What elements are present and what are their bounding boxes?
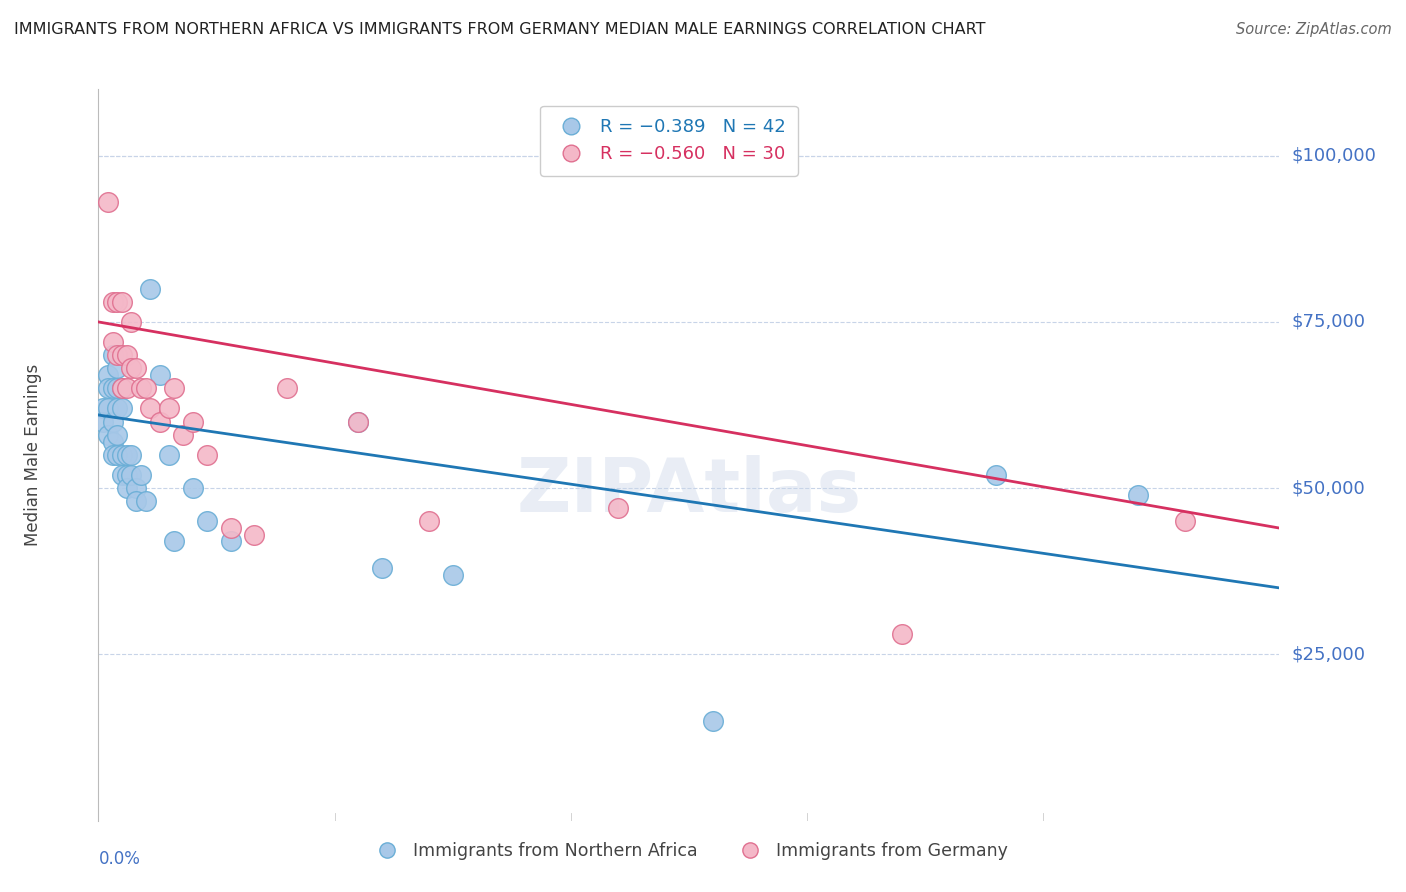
Point <box>97 368 120 383</box>
Point <box>97 401 120 416</box>
Point <box>607 501 630 516</box>
Point <box>115 348 138 362</box>
Point <box>149 415 172 429</box>
Point <box>139 282 162 296</box>
Text: $25,000: $25,000 <box>1291 646 1365 664</box>
Text: Source: ZipAtlas.com: Source: ZipAtlas.com <box>1236 22 1392 37</box>
Point <box>163 534 186 549</box>
Point <box>111 295 134 310</box>
Point <box>121 315 143 329</box>
Point <box>890 627 912 641</box>
Point <box>139 401 162 416</box>
Point <box>1126 488 1149 502</box>
Point <box>101 348 124 362</box>
Point <box>418 515 440 529</box>
Point <box>115 467 138 482</box>
Point <box>105 401 128 416</box>
Point <box>181 415 204 429</box>
Point <box>702 714 724 728</box>
Point <box>101 448 124 462</box>
Point <box>125 481 148 495</box>
Point <box>121 467 143 482</box>
Text: Median Male Earnings: Median Male Earnings <box>24 364 42 546</box>
Point <box>101 295 124 310</box>
Point <box>91 401 114 416</box>
Text: $50,000: $50,000 <box>1291 479 1365 497</box>
Point <box>97 428 120 442</box>
Point <box>111 401 134 416</box>
Point <box>125 494 148 508</box>
Point <box>111 381 134 395</box>
Text: $100,000: $100,000 <box>1291 146 1376 165</box>
Point <box>105 381 128 395</box>
Point <box>97 381 120 395</box>
Text: IMMIGRANTS FROM NORTHERN AFRICA VS IMMIGRANTS FROM GERMANY MEDIAN MALE EARNINGS : IMMIGRANTS FROM NORTHERN AFRICA VS IMMIG… <box>14 22 986 37</box>
Point <box>105 295 128 310</box>
Point <box>157 401 180 416</box>
Point <box>157 448 180 462</box>
Point <box>105 428 128 442</box>
Point <box>101 434 124 449</box>
Point <box>195 515 218 529</box>
Point <box>111 448 134 462</box>
Point <box>135 494 157 508</box>
Point <box>195 448 218 462</box>
Point <box>149 368 172 383</box>
Point <box>101 334 124 349</box>
Point <box>347 415 370 429</box>
Point <box>105 448 128 462</box>
Point <box>172 428 194 442</box>
Point <box>105 361 128 376</box>
Point <box>91 415 114 429</box>
Point <box>371 561 394 575</box>
Point <box>163 381 186 395</box>
Point <box>219 521 242 535</box>
Point <box>276 381 298 395</box>
Point <box>115 381 138 395</box>
Point <box>121 361 143 376</box>
Point <box>347 415 370 429</box>
Point <box>129 381 152 395</box>
Point <box>111 381 134 395</box>
Text: ZIPAtlas: ZIPAtlas <box>516 455 862 528</box>
Text: $75,000: $75,000 <box>1291 313 1365 331</box>
Point <box>129 467 152 482</box>
Point <box>115 448 138 462</box>
Point <box>1174 515 1197 529</box>
Point <box>984 467 1007 482</box>
Legend: Immigrants from Northern Africa, Immigrants from Germany: Immigrants from Northern Africa, Immigra… <box>363 835 1015 867</box>
Point <box>111 467 134 482</box>
Point <box>181 481 204 495</box>
Point <box>121 448 143 462</box>
Point <box>135 381 157 395</box>
Point <box>125 361 148 376</box>
Point <box>105 348 128 362</box>
Point <box>111 348 134 362</box>
Point <box>441 567 464 582</box>
Point <box>101 415 124 429</box>
Point <box>219 534 242 549</box>
Point <box>243 527 266 541</box>
Point <box>115 481 138 495</box>
Point <box>101 381 124 395</box>
Point <box>97 195 120 210</box>
Text: 0.0%: 0.0% <box>98 850 141 868</box>
